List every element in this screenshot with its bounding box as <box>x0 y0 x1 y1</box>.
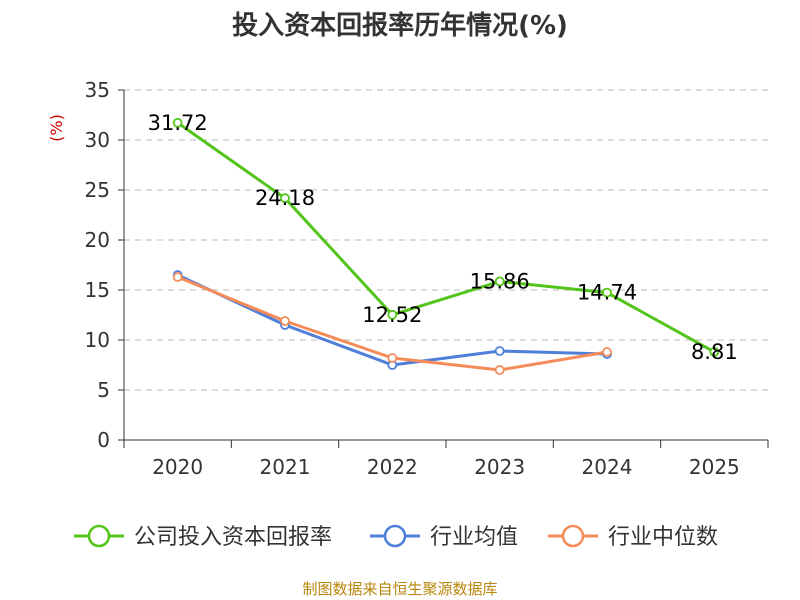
series-line <box>176 121 716 354</box>
legend-item[interactable]: 行业均值 <box>370 524 518 550</box>
data-label: 15.86 <box>470 269 530 293</box>
data-label: 24.18 <box>255 186 315 210</box>
data-point <box>494 276 505 287</box>
data-label: 8.81 <box>691 340 738 364</box>
y-tick-label: 0 <box>97 428 110 452</box>
data-labels: 31.72 24.18 12.52 15.86 14.74 8.81 <box>148 111 738 364</box>
legend-item[interactable]: 行业中位数 <box>548 524 718 550</box>
x-tick-label: 2022 <box>367 455 418 479</box>
y-tick-label: 10 <box>85 328 110 352</box>
legend-marker <box>383 524 407 548</box>
series-lines <box>172 117 720 375</box>
data-point <box>172 272 183 282</box>
x-tick-label: 2021 <box>260 455 311 479</box>
data-point <box>387 309 398 320</box>
data-point <box>494 365 505 375</box>
data-label: 31.72 <box>148 111 208 135</box>
y-tick-label: 5 <box>97 378 110 402</box>
data-point <box>494 346 505 356</box>
grid-lines <box>124 89 768 391</box>
data-source-note: 制图数据来自恒生聚源数据库 <box>302 580 497 598</box>
legend-item[interactable]: 公司投入资本回报率 <box>74 524 332 550</box>
y-tick-label: 35 <box>85 78 110 102</box>
legend-label: 行业中位数 <box>608 525 718 550</box>
data-point <box>709 346 720 357</box>
x-tick-label: 2020 <box>152 455 203 479</box>
x-tick-label: 2025 <box>689 455 740 479</box>
legend[interactable]: 公司投入资本回报率 行业均值 行业中位数 <box>74 524 718 550</box>
data-point <box>280 193 290 204</box>
data-point <box>387 353 398 363</box>
x-tick-label: 2023 <box>474 455 525 479</box>
data-label: 14.74 <box>577 281 637 305</box>
y-tick-label: 30 <box>85 128 110 152</box>
data-point <box>602 287 612 298</box>
legend-marker <box>561 524 585 548</box>
chart-title: 投入资本回报率历年情况(%) <box>232 10 568 41</box>
data-point <box>172 117 183 128</box>
data-point <box>602 347 612 357</box>
data-point <box>280 316 290 326</box>
y-tick-label: 25 <box>85 178 110 202</box>
legend-label: 公司投入资本回报率 <box>134 525 332 550</box>
x-tick-label: 2024 <box>582 455 633 479</box>
data-label: 12.52 <box>362 303 422 327</box>
y-tick-label: 20 <box>85 228 110 252</box>
legend-label: 行业均值 <box>430 525 518 550</box>
y-axis-unit: (%) <box>47 114 66 142</box>
y-tick-label: 15 <box>85 278 110 302</box>
legend-marker <box>87 524 111 548</box>
